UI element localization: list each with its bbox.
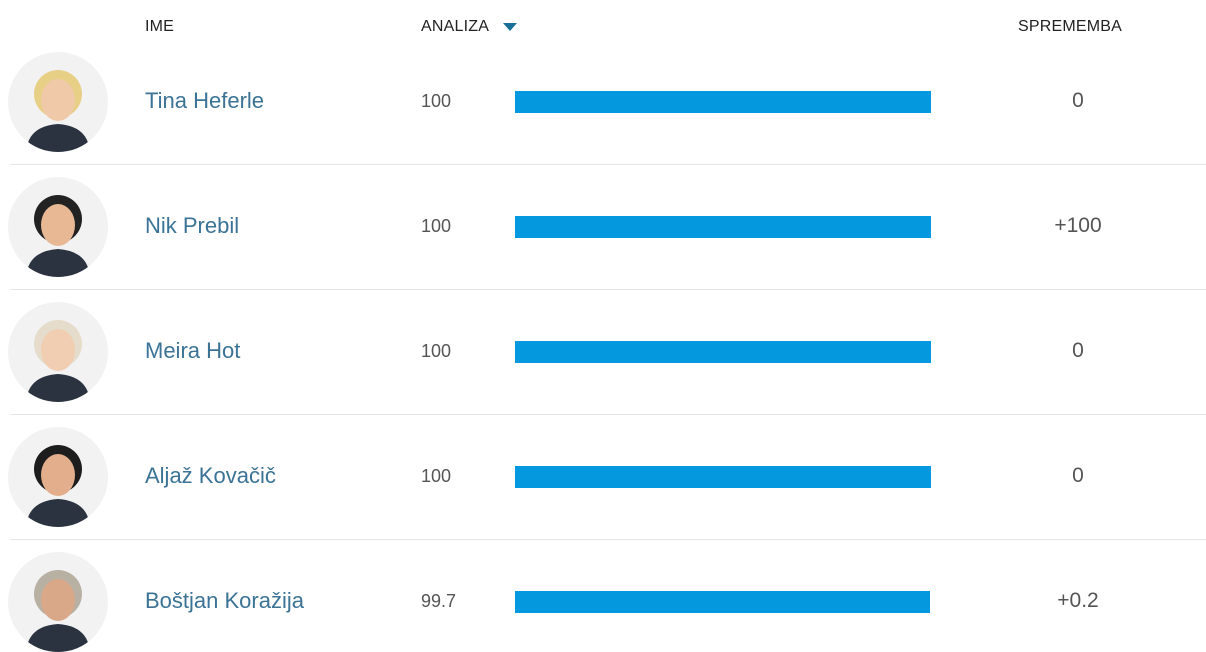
change: +100 bbox=[978, 214, 1178, 238]
column-header[interactable]: IME bbox=[145, 18, 174, 36]
avatar-image bbox=[8, 427, 108, 527]
score: 100 bbox=[421, 91, 451, 112]
avatar bbox=[8, 177, 108, 277]
score: 99.7 bbox=[421, 591, 456, 612]
score: 100 bbox=[421, 216, 451, 237]
change: 0 bbox=[978, 339, 1178, 363]
score-bar bbox=[515, 91, 931, 113]
row-separator bbox=[10, 414, 1206, 415]
avatar-image bbox=[8, 302, 108, 402]
column-header[interactable]: SPREMEMBA bbox=[1018, 18, 1122, 36]
change: +0.2 bbox=[978, 589, 1178, 613]
avatar bbox=[8, 52, 108, 152]
person-name[interactable]: Meira Hot bbox=[145, 338, 240, 364]
avatar bbox=[8, 552, 108, 652]
avatar bbox=[8, 302, 108, 402]
score-bar bbox=[515, 216, 931, 238]
avatar bbox=[8, 427, 108, 527]
person-name[interactable]: Aljaž Kovačič bbox=[145, 463, 276, 489]
score-bar bbox=[515, 341, 931, 363]
person-name[interactable]: Boštjan Koražija bbox=[145, 588, 304, 614]
page: IME ANALIZA SPREMEMBA Tina Heferle 100 0 Ni… bbox=[0, 0, 1206, 648]
score: 100 bbox=[421, 341, 451, 362]
row-separator bbox=[10, 539, 1206, 540]
change: 0 bbox=[978, 464, 1178, 488]
avatar-image bbox=[8, 552, 108, 652]
score: 100 bbox=[421, 466, 451, 487]
change: 0 bbox=[978, 89, 1178, 113]
avatar-image bbox=[8, 177, 108, 277]
person-name[interactable]: Tina Heferle bbox=[145, 88, 264, 114]
avatar-image bbox=[8, 52, 108, 152]
score-bar bbox=[515, 466, 931, 488]
row-separator bbox=[10, 289, 1206, 290]
row-separator bbox=[10, 164, 1206, 165]
column-header[interactable]: ANALIZA bbox=[421, 18, 489, 36]
score-bar bbox=[515, 591, 930, 613]
sort-icon[interactable] bbox=[503, 22, 517, 32]
person-name[interactable]: Nik Prebil bbox=[145, 213, 239, 239]
